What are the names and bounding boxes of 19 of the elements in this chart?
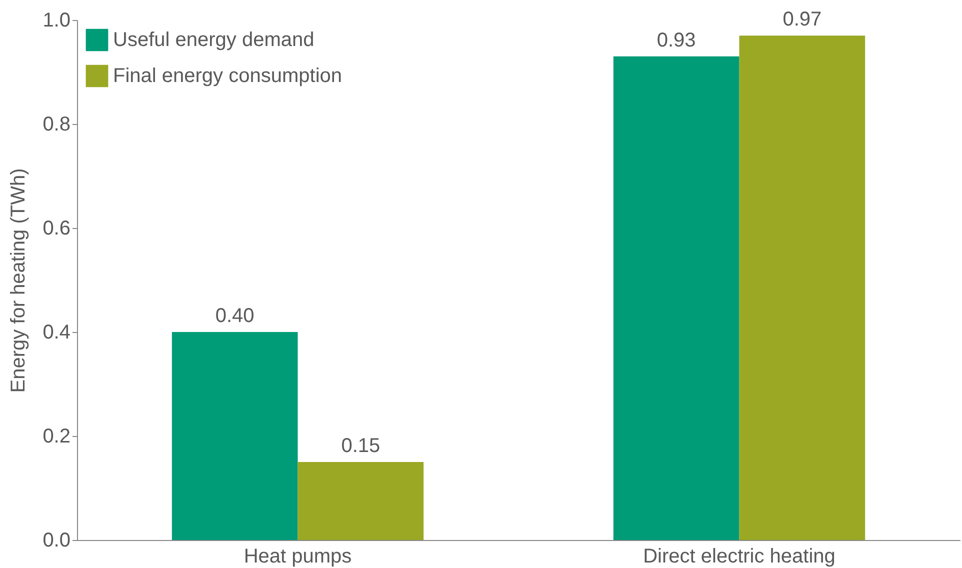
- y-tick-label: 0.8: [42, 114, 70, 136]
- bar: [172, 332, 298, 540]
- data-label: 0.40: [215, 305, 254, 327]
- data-label: 0.97: [782, 8, 822, 31]
- legend-label: Useful energy demand: [113, 29, 314, 51]
- y-tick-label: 0.2: [42, 426, 70, 448]
- y-axis-title: Energy for heating (TWh): [8, 168, 30, 393]
- y-tick-label: 1.0: [42, 10, 70, 32]
- data-label: 0.93: [656, 29, 696, 52]
- data-label: 0.15: [341, 435, 380, 457]
- legend-label: Final energy consumption: [113, 65, 342, 87]
- bar: [298, 462, 424, 540]
- y-tick-label: 0.0: [42, 530, 70, 552]
- bar: [739, 36, 866, 540]
- x-tick-label: Direct electric heating: [643, 546, 836, 568]
- x-tick-label: Heat pumps: [244, 546, 352, 568]
- bar: [613, 56, 740, 540]
- y-tick-label: 0.4: [42, 322, 70, 344]
- y-tick-label: 0.6: [42, 218, 70, 240]
